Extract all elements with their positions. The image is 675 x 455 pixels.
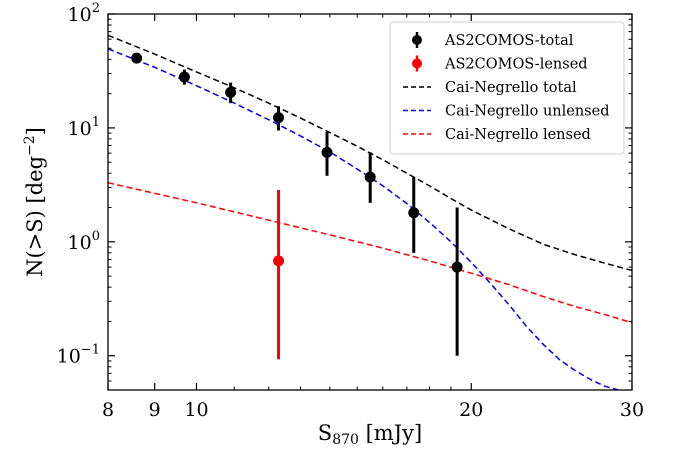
axis-tick-labels: 8 9 10 20 30 10−1 100 101 102 <box>57 1 644 421</box>
series-points <box>131 52 463 360</box>
legend-label-4: Cai-Negrello lensed <box>445 127 591 143</box>
x-tick-label-1: 9 <box>149 399 161 421</box>
y-axis-label: N(>S) [deg−2] <box>22 127 47 277</box>
y-tick-label-3: 102 <box>68 1 100 26</box>
y-axis-label-main: N(>S) [deg <box>23 156 47 277</box>
data-point-0-1 <box>178 71 190 83</box>
y-tick-label-2: 101 <box>68 115 100 140</box>
legend-label-0: AS2COMOS-total <box>444 33 574 49</box>
data-point-0-2 <box>225 86 237 98</box>
y-tick-label-1: 100 <box>68 229 100 254</box>
data-point-0-3 <box>273 112 285 124</box>
legend-marker-1 <box>412 58 422 69</box>
series-line-3 <box>108 48 619 390</box>
x-tick-label-3: 20 <box>459 399 483 421</box>
legend-label-3: Cai-Negrello unlensed <box>445 104 610 120</box>
legend-label-1: AS2COMOS-lensed <box>444 57 588 73</box>
data-point-1-0 <box>273 255 285 267</box>
x-axis-label-unit: [mJy] <box>359 421 422 445</box>
data-point-0-4 <box>321 146 333 158</box>
x-tick-label-4: 30 <box>620 399 644 421</box>
plot-frame <box>107 13 633 391</box>
data-point-0-0 <box>131 52 143 64</box>
x-axis-label-main: S <box>318 421 332 445</box>
legend-box <box>389 21 625 155</box>
axis-ticks <box>107 13 633 391</box>
legend-label-2: Cai-Negrello total <box>445 80 577 96</box>
legend-entries: AS2COMOS-total AS2COMOS-lensed Cai-Negrell… <box>403 32 610 143</box>
y-axis-label-sup: −2 <box>22 135 38 156</box>
x-tick-label-2: 10 <box>184 399 208 421</box>
x-axis-label-sub: 870 <box>332 432 359 448</box>
x-tick-label-0: 8 <box>102 399 114 421</box>
legend-marker-0 <box>412 35 422 45</box>
series-line-4 <box>108 182 632 324</box>
data-point-0-7 <box>451 261 463 273</box>
y-axis-label-end: ] <box>23 127 47 135</box>
data-point-0-5 <box>364 171 376 183</box>
y-tick-label-0: 10−1 <box>57 343 100 368</box>
series-lines <box>108 34 632 390</box>
series-line-2 <box>108 34 632 272</box>
legend: AS2COMOS-total AS2COMOS-lensed Cai-Negrell… <box>389 21 625 155</box>
data-point-0-6 <box>408 207 420 219</box>
x-axis-label: S870 [mJy] <box>318 421 422 448</box>
